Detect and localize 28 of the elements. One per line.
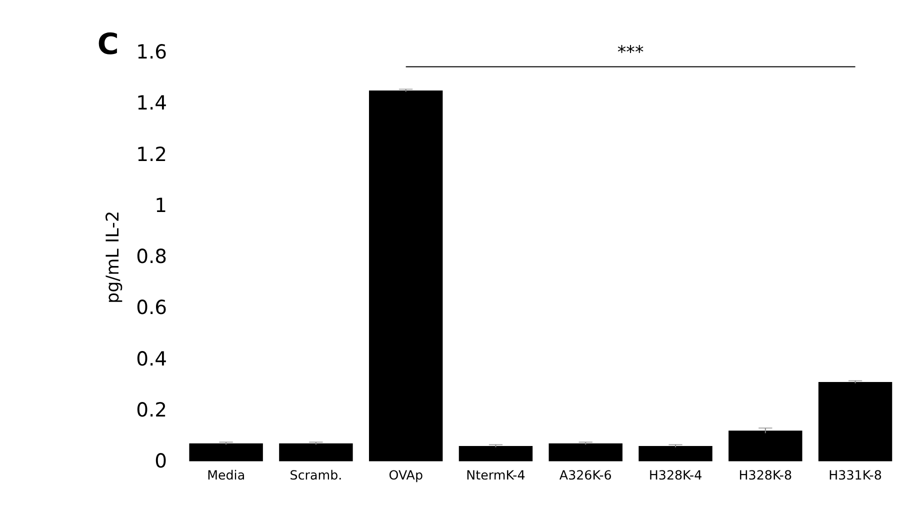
bar bbox=[279, 443, 353, 462]
y-tick-label: 0 bbox=[154, 450, 168, 473]
x-tick-label: A326K-6 bbox=[559, 467, 612, 482]
bar bbox=[458, 446, 533, 462]
y-tick-label: 0.2 bbox=[136, 398, 168, 422]
x-tick-label: H328K-4 bbox=[648, 467, 702, 482]
y-tick-label: 1.4 bbox=[136, 92, 168, 115]
bar bbox=[818, 382, 892, 462]
annotation: *** bbox=[617, 42, 644, 63]
y-axis-title: pg/mL IL-2 bbox=[104, 210, 124, 304]
y-tick-label: 1.2 bbox=[136, 142, 168, 166]
y-tick-label: 0.8 bbox=[136, 245, 168, 268]
y-tick-label: 1 bbox=[154, 194, 168, 217]
y-tick-label: 1.6 bbox=[136, 40, 168, 64]
bar bbox=[189, 443, 263, 462]
y-tick-label: 0.6 bbox=[136, 296, 168, 320]
bar bbox=[548, 443, 622, 462]
bar bbox=[638, 446, 712, 462]
x-tick-label: NtermK-4 bbox=[466, 467, 526, 482]
bar bbox=[728, 430, 802, 462]
text: C bbox=[97, 27, 119, 62]
x-tick-label: Scramb. bbox=[290, 467, 342, 482]
y-tick-label: 0.4 bbox=[136, 347, 168, 370]
x-tick-label: H328K-8 bbox=[738, 467, 792, 482]
x-tick-label: OVAp bbox=[388, 467, 423, 482]
bar bbox=[368, 90, 443, 462]
x-tick-label: Media bbox=[207, 467, 246, 482]
x-tick-label: H331K-8 bbox=[828, 467, 882, 482]
